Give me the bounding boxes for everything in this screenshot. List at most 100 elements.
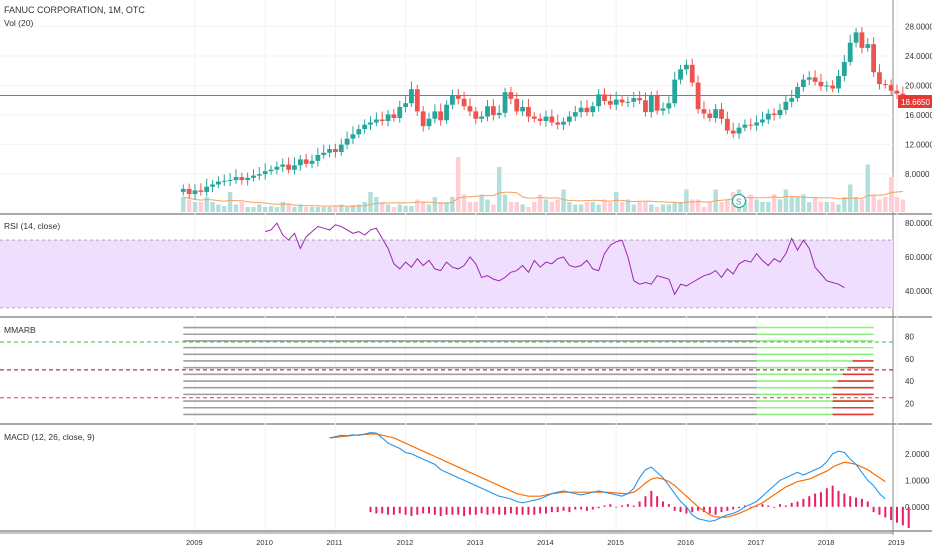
volume-bar[interactable]	[198, 202, 204, 212]
volume-bar[interactable]	[637, 202, 642, 212]
candle-body[interactable]	[414, 89, 420, 112]
volume-bar[interactable]	[356, 204, 361, 213]
macd-histogram-bar[interactable]	[860, 498, 863, 507]
candle-body[interactable]	[385, 114, 391, 121]
volume-bar[interactable]	[760, 202, 765, 212]
candle-body[interactable]	[496, 112, 502, 116]
candle-body[interactable]	[315, 154, 321, 161]
macd-histogram-bar[interactable]	[802, 498, 805, 507]
candle-body[interactable]	[268, 169, 274, 172]
candle-body[interactable]	[467, 106, 473, 112]
macd-histogram-bar[interactable]	[539, 506, 542, 514]
volume-bar[interactable]	[660, 204, 666, 213]
macd-histogram-bar[interactable]	[685, 506, 688, 514]
macd-histogram-bar[interactable]	[743, 505, 746, 507]
candle-body[interactable]	[678, 69, 683, 80]
candle-body[interactable]	[631, 98, 637, 102]
volume-bar[interactable]	[374, 197, 379, 212]
volume-bar[interactable]	[836, 204, 841, 213]
candle-body[interactable]	[847, 42, 853, 62]
macd-histogram-bar[interactable]	[445, 506, 448, 515]
macd-histogram-bar[interactable]	[474, 506, 477, 515]
macd-histogram-bar[interactable]	[767, 505, 770, 507]
macd-histogram-bar[interactable]	[831, 485, 834, 507]
candle-body[interactable]	[262, 171, 268, 175]
volume-bar[interactable]	[245, 207, 250, 212]
volume-bar[interactable]	[643, 202, 648, 212]
macd-histogram-bar[interactable]	[428, 506, 430, 514]
candle-body[interactable]	[204, 186, 210, 192]
macd-histogram-bar[interactable]	[644, 496, 647, 507]
volume-bar[interactable]	[344, 207, 350, 212]
candle-body[interactable]	[426, 118, 432, 127]
candle-body[interactable]	[297, 159, 303, 166]
macd-histogram-bar[interactable]	[375, 506, 378, 514]
volume-bar[interactable]	[537, 194, 543, 213]
candle-body[interactable]	[333, 149, 338, 152]
macd-histogram-bar[interactable]	[697, 506, 700, 511]
volume-bar[interactable]	[192, 202, 198, 212]
candle-body[interactable]	[643, 100, 648, 113]
macd-histogram-bar[interactable]	[843, 493, 846, 507]
candle-body[interactable]	[707, 113, 713, 119]
mmarb-pane[interactable]: 80 60 40 20	[0, 326, 914, 416]
macd-histogram-bar[interactable]	[556, 506, 559, 513]
volume-bar[interactable]	[596, 204, 601, 213]
volume-bar[interactable]	[602, 199, 607, 213]
candle-body[interactable]	[239, 177, 245, 181]
volume-bar[interactable]	[812, 197, 818, 212]
volume-bar[interactable]	[280, 202, 285, 212]
macd-histogram-bar[interactable]	[609, 504, 612, 507]
macd-histogram-bar[interactable]	[872, 506, 875, 513]
candle-body[interactable]	[567, 116, 572, 122]
macd-histogram-bar[interactable]	[591, 506, 594, 510]
volume-bar[interactable]	[701, 207, 707, 212]
volume-bar[interactable]	[859, 199, 865, 213]
candle-body[interactable]	[771, 113, 777, 116]
macd-histogram-bar[interactable]	[387, 506, 390, 515]
macd-histogram-bar[interactable]	[504, 506, 507, 515]
candle-body[interactable]	[777, 109, 783, 116]
macd-histogram-bar[interactable]	[738, 506, 741, 509]
volume-bar[interactable]	[771, 194, 777, 213]
volume-bar[interactable]	[631, 204, 636, 213]
candle-body[interactable]	[888, 84, 894, 91]
volume-bar[interactable]	[432, 197, 438, 212]
macd-histogram-bar[interactable]	[907, 506, 910, 528]
macd-histogram-bar[interactable]	[410, 506, 413, 517]
volume-bar[interactable]	[883, 197, 888, 212]
volume-bar[interactable]	[268, 206, 274, 212]
volume-bar[interactable]	[380, 202, 385, 212]
candle-body[interactable]	[765, 113, 771, 120]
candle-body[interactable]	[543, 116, 549, 121]
volume-bar[interactable]	[707, 202, 712, 212]
macd-histogram-bar[interactable]	[603, 505, 606, 507]
candle-body[interactable]	[549, 116, 555, 123]
candle-body[interactable]	[590, 106, 596, 113]
macd-histogram-bar[interactable]	[439, 506, 442, 517]
candle-body[interactable]	[578, 107, 584, 113]
macd-histogram-bar[interactable]	[545, 506, 547, 514]
macd-histogram-bar[interactable]	[392, 506, 395, 515]
candle-body[interactable]	[508, 92, 514, 99]
volume-bar[interactable]	[754, 199, 759, 213]
macd-histogram-bar[interactable]	[562, 506, 565, 511]
candle-body[interactable]	[391, 114, 397, 119]
volume-bar[interactable]	[567, 202, 572, 212]
candle-body[interactable]	[274, 166, 280, 170]
candle-body[interactable]	[853, 32, 859, 43]
time-axis[interactable]: 2009 2010 2011 2012 2013 2014 2015 2016 2017 2018…	[186, 538, 905, 547]
volume-bar[interactable]	[619, 202, 625, 212]
candle-body[interactable]	[280, 164, 286, 167]
candle-body[interactable]	[666, 103, 672, 109]
candle-body[interactable]	[198, 190, 204, 192]
candle-body[interactable]	[619, 99, 625, 103]
candle-body[interactable]	[625, 101, 631, 103]
macd-histogram-bar[interactable]	[626, 504, 629, 507]
volume-bar[interactable]	[415, 199, 420, 213]
volume-bar[interactable]	[520, 204, 525, 213]
candle-body[interactable]	[789, 98, 795, 102]
volume-bar[interactable]	[274, 207, 280, 212]
macd-histogram-bar[interactable]	[632, 505, 635, 507]
